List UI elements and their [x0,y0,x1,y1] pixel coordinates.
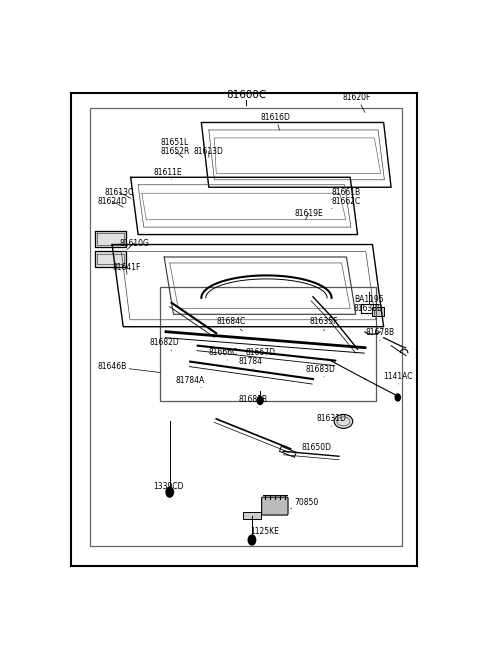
Circle shape [166,487,173,497]
Text: 81651L: 81651L [160,138,189,150]
Text: 81784: 81784 [239,357,263,369]
Text: 81661B: 81661B [332,188,360,200]
Circle shape [248,535,256,545]
Text: 81666C: 81666C [209,348,238,360]
Polygon shape [96,230,126,247]
Text: 81613C: 81613C [105,188,134,198]
Text: 1141AC: 1141AC [384,372,413,384]
Text: 81600C: 81600C [226,90,266,100]
Bar [160,287,376,401]
Text: 81635F: 81635F [309,317,338,331]
Bar [372,307,384,316]
Bar [90,107,402,546]
Text: 81667D: 81667D [246,348,276,360]
Circle shape [395,394,400,401]
Text: 81613D: 81613D [194,147,224,157]
Text: 81681B: 81681B [239,395,267,408]
Text: 81652R: 81652R [160,147,190,157]
Ellipse shape [334,415,353,428]
Text: 81650D: 81650D [302,443,332,455]
Text: 81616D: 81616D [261,113,291,130]
Circle shape [257,397,263,404]
Polygon shape [96,251,126,267]
Text: 81662C: 81662C [332,197,361,209]
Text: 81784A: 81784A [175,375,204,388]
Text: 81611E: 81611E [153,168,181,180]
Text: 81638B: 81638B [354,304,383,316]
Text: 81631D: 81631D [317,414,347,426]
Text: 81641F: 81641F [112,263,141,274]
Text: 81610G: 81610G [120,239,149,250]
FancyBboxPatch shape [262,497,288,515]
Text: 81682D: 81682D [149,338,179,351]
Text: 81620F: 81620F [343,93,371,113]
Text: 70850: 70850 [290,498,319,509]
Text: BA1195: BA1195 [354,295,384,307]
Text: 81646B: 81646B [97,362,160,373]
Text: 81684C: 81684C [216,317,245,331]
Text: 81683D: 81683D [305,364,336,377]
Bar [243,512,261,519]
Text: 81624D: 81624D [97,197,127,207]
Text: 81678B: 81678B [365,328,394,341]
Text: 1339CD: 1339CD [153,481,183,494]
Text: 1125KE: 1125KE [250,527,278,540]
Text: 81619E: 81619E [294,208,323,219]
